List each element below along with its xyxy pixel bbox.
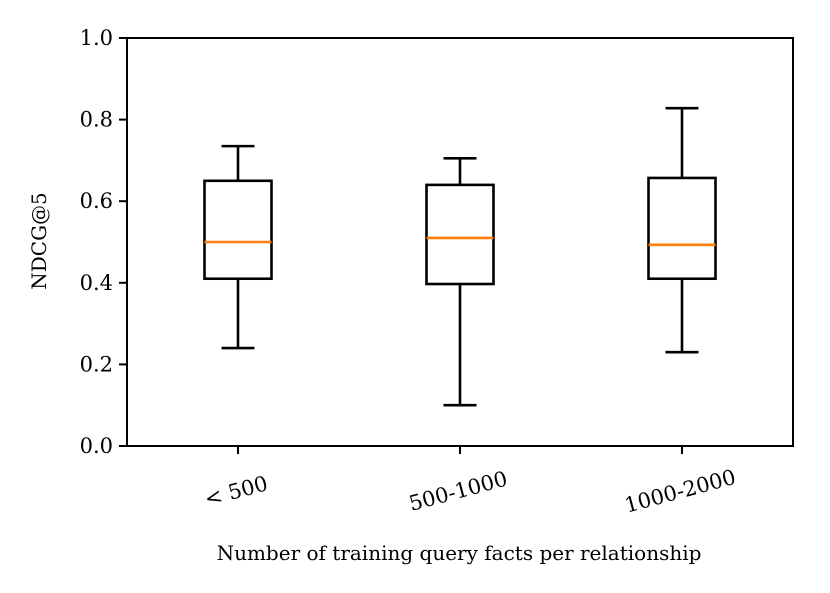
x-tick-label: < 500 [202,471,270,511]
y-tick-label: 0.2 [80,352,113,376]
y-tick-label: 0.4 [80,271,113,295]
y-tick-label: 0.0 [80,434,113,458]
axes-layer: 0.0 0.2 0.4 0.6 0.8 1.0 < 500 500-1000 1000-2000 [80,26,794,518]
box-3 [647,106,717,354]
box-1 [203,144,273,350]
iqr-box [203,179,273,281]
y-tick-label: 1.0 [80,26,113,50]
y-tick-label: 0.8 [80,108,113,132]
iqr-box [647,176,717,281]
boxes-layer [203,106,717,407]
box-2 [425,157,495,407]
y-axis-label: NDCG@5 [27,192,51,290]
iqr-box [425,183,495,286]
x-tick-label: 500-1000 [406,467,509,516]
y-tick-label: 0.6 [80,189,113,213]
x-tick-label: 1000-2000 [622,465,738,518]
x-axis-label: Number of training query facts per relat… [217,541,702,565]
